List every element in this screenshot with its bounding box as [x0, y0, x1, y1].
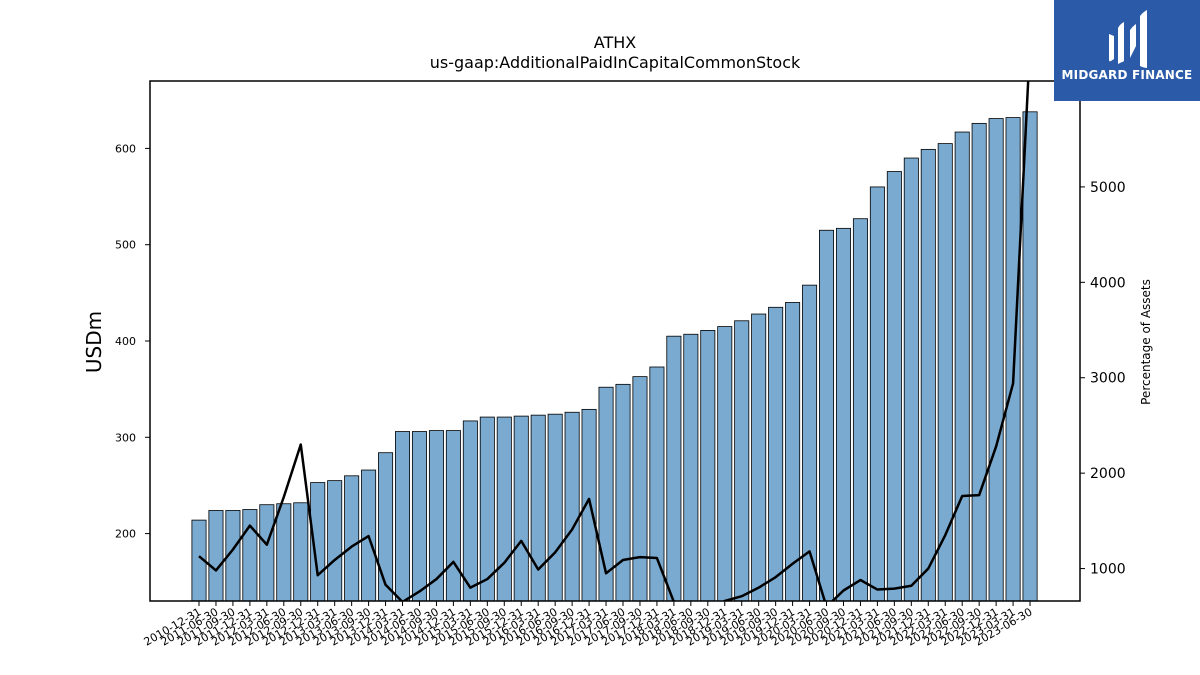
bar-2022-03-31 — [937, 143, 953, 601]
bar-2019-06-30 — [751, 313, 767, 601]
chart-title: ATHX — [594, 33, 637, 52]
y-tick-label: 500 — [115, 239, 136, 252]
bar-2021-09-30 — [903, 157, 919, 601]
y-tick-label: 600 — [115, 142, 136, 155]
bar-series — [191, 111, 1038, 601]
percentage-of-assets-line — [198, 81, 1030, 601]
bar-2018-03-31 — [666, 335, 682, 601]
bar-2022-12-31 — [988, 118, 1004, 601]
bar-2015-03-31 — [462, 420, 478, 601]
bar-2012-06-30 — [276, 503, 292, 601]
bar-2017-06-30 — [615, 383, 631, 601]
bar-2019-12-31 — [785, 302, 801, 601]
bar-2017-03-31 — [598, 386, 614, 601]
y2-tick-label: 4000 — [1090, 275, 1126, 291]
bar-2014-03-31 — [395, 431, 411, 601]
bar-2022-09-30 — [971, 122, 987, 601]
bar-2012-03-31 — [259, 504, 275, 601]
bar-2016-12-31 — [581, 408, 597, 601]
bar-2011-06-30 — [208, 510, 224, 601]
bar-2013-03-31 — [327, 480, 343, 601]
x-axis-ticks: 2010-12-312011-06-302011-09-302011-12-31… — [142, 601, 1035, 649]
bar-2021-06-30 — [886, 171, 902, 601]
bar-2016-06-30 — [547, 413, 563, 601]
y-axis-label: USDm — [82, 311, 106, 373]
y2-tick-label: 1000 — [1090, 562, 1126, 578]
bar-2014-06-30 — [411, 431, 427, 601]
bar-2013-12-31 — [378, 452, 394, 601]
right-axis-ticks: 1000 2000 3000 4000 5000 — [1080, 180, 1126, 578]
bar-2011-12-31 — [242, 509, 258, 601]
bar-2017-12-31 — [649, 366, 665, 601]
bar-2020-12-31 — [852, 218, 868, 601]
bar-2013-06-30 — [344, 475, 360, 601]
midgard-m-logo-icon — [1054, 0, 1200, 101]
bar-2020-06-30 — [819, 229, 835, 601]
bar-2018-09-30 — [700, 330, 716, 601]
line-series — [198, 81, 1030, 601]
bar-2012-09-30 — [293, 502, 309, 601]
bar-2015-06-30 — [479, 416, 495, 601]
bar-2016-09-30 — [564, 411, 580, 601]
y-tick-label: 200 — [115, 528, 136, 541]
bar-2021-12-31 — [920, 148, 936, 601]
bar-2014-12-31 — [445, 430, 461, 601]
bar-2019-09-30 — [768, 306, 784, 601]
bar-2023-06-30 — [1022, 111, 1038, 601]
bar-2011-09-30 — [225, 510, 241, 601]
bar-2015-12-31 — [513, 415, 529, 601]
y-tick-label: 300 — [115, 431, 136, 444]
bar-2020-03-31 — [802, 284, 818, 601]
bar-2016-03-31 — [530, 414, 546, 601]
bar-2021-03-31 — [869, 186, 885, 601]
bar-2022-06-30 — [954, 131, 970, 601]
y-tick-label: 400 — [115, 335, 136, 348]
y2-tick-label: 5000 — [1090, 180, 1126, 196]
bar-2018-12-31 — [717, 326, 733, 601]
bar-2019-03-31 — [734, 320, 750, 601]
left-axis-ticks: 200 300 400 500 600 — [115, 142, 150, 541]
bar-2015-09-30 — [496, 416, 512, 601]
brand-name: MIDGARD FINANCE — [1061, 68, 1193, 82]
y2-axis-label: Percentage of Assets — [1139, 279, 1153, 405]
y2-tick-label: 3000 — [1090, 371, 1126, 387]
y2-tick-label: 2000 — [1090, 466, 1126, 482]
bar-2017-09-30 — [632, 376, 648, 601]
bar-2014-09-30 — [428, 430, 444, 601]
brand-logo: MIDGARD FINANCE — [1054, 0, 1200, 101]
bar-2018-06-30 — [683, 333, 699, 601]
bar-2020-09-30 — [835, 227, 851, 601]
chart-subtitle: us-gaap:AdditionalPaidInCapitalCommonSto… — [430, 53, 801, 72]
